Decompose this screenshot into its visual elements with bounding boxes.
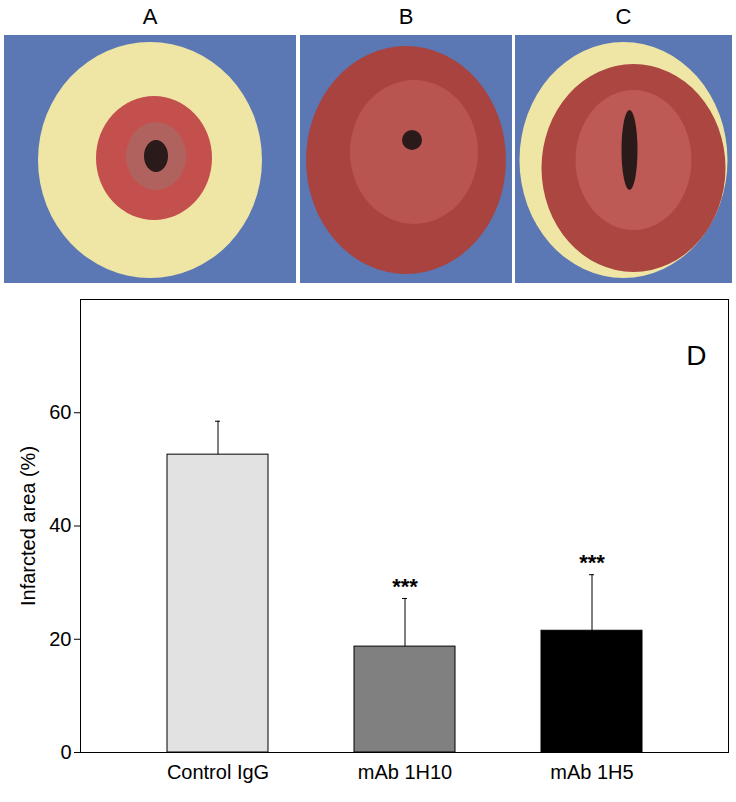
svg-text:60: 60	[49, 401, 71, 423]
svg-text:40: 40	[49, 514, 71, 536]
svg-text:Infarcted area (%): Infarcted area (%)	[17, 446, 39, 606]
svg-text:D: D	[686, 340, 706, 371]
svg-text:***: ***	[579, 550, 605, 575]
svg-text:mAb 1H5: mAb 1H5	[550, 761, 633, 783]
svg-text:C: C	[616, 4, 632, 29]
svg-text:A: A	[143, 4, 158, 29]
svg-text:***: ***	[392, 574, 418, 599]
svg-text:0: 0	[60, 741, 71, 763]
svg-text:B: B	[399, 4, 414, 29]
svg-text:Control IgG: Control IgG	[167, 761, 269, 783]
svg-text:20: 20	[49, 628, 71, 650]
svg-text:mAb 1H10: mAb 1H10	[358, 761, 453, 783]
